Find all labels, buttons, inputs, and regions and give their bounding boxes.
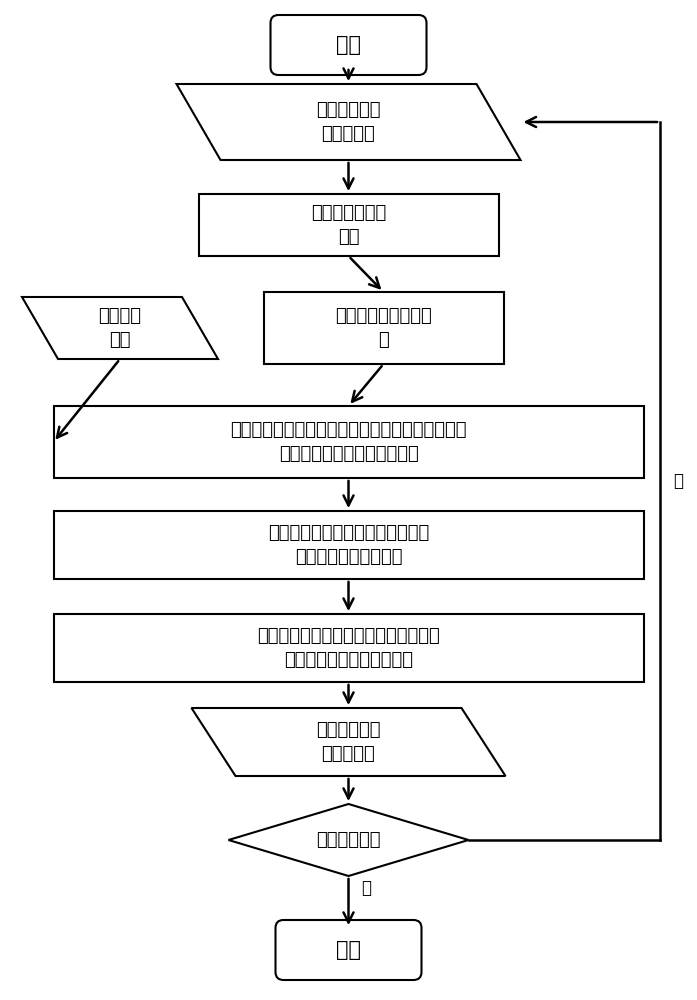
Text: 开始: 开始 <box>336 35 361 55</box>
Text: 利用训练好的行人检测模型在道路场景的限定范围
内对左图像中的行人进行检测: 利用训练好的行人检测模型在道路场景的限定范围 内对左图像中的行人进行检测 <box>230 421 467 463</box>
Text: 行人检测
模型: 行人检测 模型 <box>98 307 141 349</box>
Text: 在左图像上检测结果提取匹配点特
征，计算匹配点视差值: 在左图像上检测结果提取匹配点特 征，计算匹配点视差值 <box>268 524 429 566</box>
Text: 结束: 结束 <box>336 940 361 960</box>
Text: 双目连续帧道
路场景图像: 双目连续帧道 路场景图像 <box>316 101 381 143</box>
Polygon shape <box>229 804 468 876</box>
Text: 根据左图像检测结果中所取匹配点的视
差值计算该检测结果的深度: 根据左图像检测结果中所取匹配点的视 差值计算该检测结果的深度 <box>257 627 440 669</box>
Bar <box>54 614 643 682</box>
Text: 输出检测目标
及对应距离: 输出检测目标 及对应距离 <box>316 721 381 763</box>
Text: 否: 否 <box>673 472 683 490</box>
Polygon shape <box>22 297 218 359</box>
Bar <box>54 406 643 478</box>
Text: 输入是否结束: 输入是否结束 <box>316 831 381 849</box>
Polygon shape <box>192 708 505 776</box>
Text: 双目图像预处理
过程: 双目图像预处理 过程 <box>311 204 386 246</box>
Text: 道路场景柱状模型计
算: 道路场景柱状模型计 算 <box>335 307 432 349</box>
Bar <box>263 292 503 364</box>
Polygon shape <box>176 84 521 160</box>
FancyBboxPatch shape <box>275 920 422 980</box>
Bar <box>199 194 498 256</box>
Bar <box>54 511 643 579</box>
FancyBboxPatch shape <box>270 15 427 75</box>
Text: 是: 是 <box>362 879 372 897</box>
